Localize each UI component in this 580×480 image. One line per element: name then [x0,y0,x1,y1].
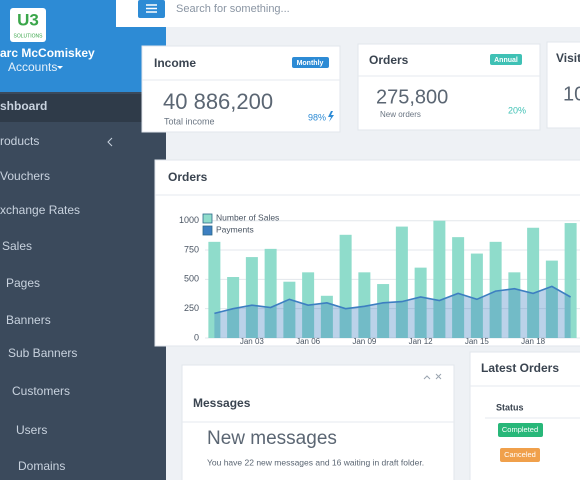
status-badge [498,423,543,437]
user-name: arc McComiskey [0,46,95,60]
y-tick-label: 1000 [179,215,199,225]
y-tick-label: 750 [184,244,199,254]
status-text: Canceled [504,450,536,459]
bar [414,267,427,338]
menu-item[interactable]: Vouchers [0,169,50,183]
y-tick-label: 500 [184,274,199,284]
card-value: 275,800 [376,86,448,108]
legend-label: Number of Sales [216,212,279,222]
bar [245,257,258,338]
x-tick-label: Jan 06 [296,337,321,346]
chart: 0 250 500 750 1000 Jan 03 Jan 06 Jan 09 Jan 12 Ja… [179,212,580,346]
bar [320,295,333,338]
account-menu[interactable]: Accounts [8,60,57,74]
x-tick-label: Jan 12 [409,337,434,346]
card-value: 40 886,200 [163,89,273,114]
column-header: Status [496,402,524,412]
chevron [107,137,113,147]
active-menu-bg [0,94,166,122]
y-tick-label: 0 [194,332,199,342]
card-caption: Total income [164,116,215,126]
messages-heading: New messages [207,428,337,449]
badge [292,57,329,68]
bar [489,241,502,338]
logo: U3 [17,10,39,29]
card-caption: New orders [380,110,421,119]
badge-text: Monthly [297,60,324,67]
top-bar [116,0,580,27]
payments-line [214,285,571,315]
menu-item[interactable]: roducts [0,134,39,148]
bar [227,277,240,338]
legend-swatch [202,213,213,224]
card-change: 98% [308,112,326,122]
legend-swatch [202,225,213,236]
bar [377,284,390,338]
status-text: Completed [502,425,538,434]
bar [564,223,577,338]
search-input[interactable]: Search for something... [176,3,290,15]
bar [433,220,446,338]
bar [470,253,483,338]
logo-box [10,8,46,42]
menu-item[interactable]: xchange Rates [0,203,80,217]
menu-item[interactable]: Users [16,423,47,437]
x-tick-label: Jan 09 [352,337,377,346]
bar [283,281,296,338]
bolt-icon [328,111,334,122]
menu: shboard roducts Vouchers xchange Rates Sales… [0,99,80,473]
card-change: 20% [508,105,526,115]
messages-text: You have 22 new messages and 16 waiting … [207,457,424,467]
menu-item[interactable]: Customers [12,384,70,398]
bar [264,248,277,338]
logo-sub: SOLUTIONS [14,33,44,39]
menu-item[interactable]: Sub Banners [8,346,77,360]
menu-item[interactable]: shboard [0,99,47,113]
x-tick-label: Jan 18 [521,337,546,346]
card-value: 10 [563,83,580,105]
payments-area [214,286,571,338]
close-icon[interactable] [435,373,442,380]
bar [358,272,371,338]
badge-text: Annual [494,57,518,64]
collapse-icon[interactable] [423,375,431,380]
bar [395,226,408,338]
menu-item[interactable]: Banners [6,313,51,327]
card-title: Visits [556,51,580,65]
status-badge [500,448,540,462]
card-title: Income [154,56,196,70]
caret [57,66,63,69]
bar [527,227,540,338]
card-title: Orders [369,53,409,67]
menu-item[interactable]: Sales [2,239,32,253]
menu-item[interactable]: Domains [18,459,65,473]
legend-label: Payments [216,224,254,234]
bar [339,234,352,338]
x-tick-label: Jan 03 [240,337,265,346]
panel-title: Messages [193,396,251,410]
badge [490,54,522,65]
visits-card [546,41,580,129]
chart-title: Orders [168,170,208,184]
bar [452,237,465,338]
x-tick-label: Jan 15 [465,337,490,346]
bar [545,260,558,338]
panel-title: Latest Orders [481,361,559,375]
menu-item[interactable]: Pages [6,276,40,290]
bar [208,241,221,338]
hamburger-icon [146,4,157,13]
y-tick-label: 250 [184,303,199,313]
